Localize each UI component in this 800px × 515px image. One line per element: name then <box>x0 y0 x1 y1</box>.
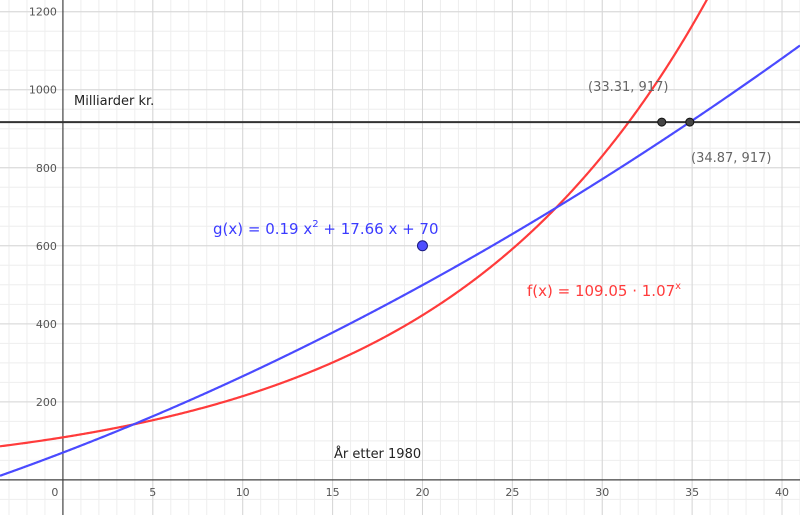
g-curve <box>0 44 800 477</box>
g-function-label-part1: g(x) = 0.19 x <box>213 220 312 238</box>
x-tick-label: 35 <box>685 486 699 499</box>
g-function-label-exponent: 2 <box>312 219 318 230</box>
curves <box>0 0 800 477</box>
y-tick-label: 800 <box>36 162 57 175</box>
point-20-600 <box>416 240 428 252</box>
y-tick-label: 1000 <box>29 84 57 97</box>
x-tick-label: 15 <box>326 486 340 499</box>
y-axis-caption: Milliarder kr. <box>74 94 154 109</box>
y-tick-label: 200 <box>36 396 57 409</box>
g-function-label-part2: + 17.66 x + 70 <box>319 220 439 238</box>
y-tick-label: 600 <box>36 240 57 253</box>
point-label-33-31: (33.31, 917) <box>588 80 668 95</box>
y-tick-label: 1200 <box>29 6 57 19</box>
x-tick-label: 25 <box>505 486 519 499</box>
x-tick-label: 30 <box>595 486 609 499</box>
x-tick-label: 5 <box>149 486 156 499</box>
y-tick-label: 400 <box>36 318 57 331</box>
x-tick-label: 10 <box>236 486 250 499</box>
x-axis-caption: År etter 1980 <box>334 446 421 462</box>
x-tick-label: 40 <box>775 486 789 499</box>
g-function-label: g(x) = 0.19 x2 + 17.66 x + 70 <box>213 219 439 238</box>
intersection-point <box>657 117 667 127</box>
f-function-label: f(x) = 109.05 · 1.07x <box>527 281 681 300</box>
f-function-label-part1: f(x) = 109.05 · 1.07 <box>527 282 675 300</box>
x-tick-label: 20 <box>415 486 429 499</box>
x-tick-label: 0 <box>51 486 58 499</box>
f-function-label-exponent: x <box>675 281 681 292</box>
points <box>416 117 695 252</box>
tick-labels: 0 5 10 15 20 25 30 35 40 200 400 600 800 1000 1200 <box>29 6 789 499</box>
intersection-point <box>685 117 695 127</box>
point-label-34-87: (34.87, 917) <box>691 151 771 166</box>
